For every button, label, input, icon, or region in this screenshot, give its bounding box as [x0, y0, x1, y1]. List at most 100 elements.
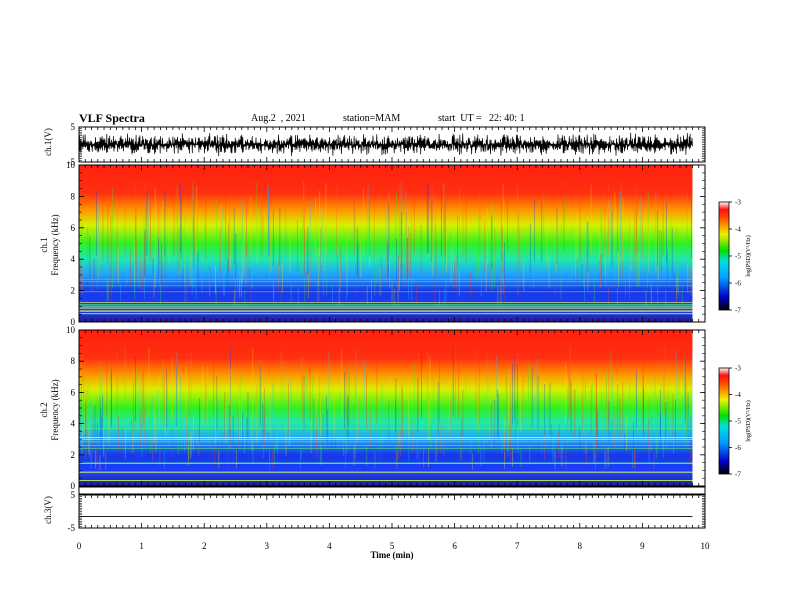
ch2-colorbar: -3 -4 -5 -6 -7 log(PSD)(V²/Hz) — [718, 365, 752, 479]
ch1-spectrogram-streak-265 — [369, 187, 370, 255]
ch1-spectrogram-streak-392 — [297, 219, 298, 271]
ch1-spectrogram-streak-238 — [457, 216, 458, 270]
start-ut-label: start UT = 22: 40: 1 — [438, 113, 525, 124]
ch1-spectrogram-streak-318 — [150, 199, 151, 261]
ch2-spectrogram-panel: 0 2 4 6 8 10 — [66, 325, 706, 491]
ch1-spectrogram-streak-378 — [326, 271, 328, 297]
ch1-spectrogram-streak-41 — [655, 218, 657, 271]
ch1-spectrogram-streak-131 — [278, 258, 279, 291]
ch1-spectrogram-streak-54 — [221, 208, 223, 265]
ch1-spectrogram-streak-340 — [385, 210, 387, 267]
ch1-spectrogram-streak-334 — [635, 204, 637, 264]
ch2-spectrogram-streak-65 — [653, 452, 655, 469]
x-tick-label-3: 3 — [265, 541, 270, 551]
ch2-spectrogram-streak-268 — [214, 445, 215, 466]
ch2-spectrogram-streak-402 — [276, 413, 277, 450]
ch1-spectrogram-streak-227 — [336, 254, 338, 289]
ch1-spectrogram-streak-190 — [373, 201, 375, 262]
ch2-spectrogram-streak-112 — [642, 375, 644, 431]
ch1-spectrogram-streak-259 — [246, 245, 248, 284]
ch2-spectrogram-streak-175 — [353, 445, 355, 466]
ch2-spectrogram-streak-117 — [106, 348, 108, 418]
ch1-spectrogram-streak-417 — [215, 265, 216, 294]
ch1-colorbar: -3 -4 -5 -6 -7 log(PSD)(V²/Hz) — [718, 199, 752, 315]
ch1-spectrogram-streak-81 — [233, 242, 235, 282]
ch1-spectrogram-streak-356 — [582, 248, 584, 286]
ch2-spectrogram-streak-92 — [85, 431, 87, 459]
ch2-spectrogram-streak-298 — [684, 358, 686, 423]
ch1-spectrogram-streak-52 — [408, 226, 409, 274]
x-tick-label-2: 2 — [202, 541, 207, 551]
ch1-spectrogram-streak-142 — [233, 207, 235, 265]
ch2-spectrogram-streak-358 — [592, 382, 594, 435]
ch2-spectrogram-streak-170 — [215, 401, 217, 444]
ch2-spectrogram-streak-362 — [88, 429, 90, 458]
ch1-spectrogram-streak-219 — [581, 263, 583, 293]
ch2-spectrogram-streak-147 — [515, 401, 516, 444]
ch2-spectrogram-streak-285 — [691, 439, 693, 463]
ch1-spectrogram-streak-168 — [134, 276, 136, 300]
ch1-spectrogram-streak-115 — [245, 247, 247, 285]
ch1-spectrogram-streak-294 — [458, 271, 460, 297]
ch2-spectrogram-streak-364 — [579, 426, 581, 457]
ch2-spectrogram-streak-417 — [675, 399, 676, 443]
ch2-spectrogram-streak-411 — [567, 388, 568, 437]
ch2-spectrogram-streak-392 — [606, 446, 608, 467]
x-tick-label-5: 5 — [390, 541, 395, 551]
ch2-spectrogram-streak-215 — [471, 453, 473, 470]
ch1-spectrogram-streak-382 — [153, 272, 155, 298]
ch1-spectrogram-streak-412 — [431, 230, 433, 277]
ch1-spectrogram-streak-281 — [399, 258, 400, 291]
ch1-spectrogram-streak-272 — [416, 284, 417, 304]
ch2-spectrogram-streak-393 — [141, 428, 143, 457]
ch1-waveform-ytick-label-0: 5 — [71, 122, 76, 132]
ch2-spectrogram-streak-63 — [642, 354, 644, 421]
ch1-spectrogram-streak-331 — [410, 233, 411, 278]
ch2-spectrogram-streak-154 — [517, 409, 518, 448]
ch2-spectrogram-streak-155 — [608, 365, 609, 426]
ch2-spectrogram-streak-150 — [328, 351, 330, 419]
ch2-spectrogram-streak-43 — [339, 392, 341, 440]
ch1-spectrogram-ytick-label-0: 0 — [71, 317, 76, 327]
ch1-spectrogram-streak-235 — [491, 204, 493, 264]
ch2-spectrogram-streak-222 — [264, 387, 265, 437]
ch2-spectrogram-streak-108 — [573, 387, 575, 437]
ch2-spectrogram-streak-3 — [320, 453, 322, 470]
ch1-spectrogram-streak-337 — [307, 227, 309, 275]
ch2-spectrogram-streak-169 — [374, 450, 376, 469]
ch1-spectrogram-streak-72 — [182, 226, 184, 275]
ch1-spectrogram-streak-248 — [491, 257, 493, 290]
ch2-spectrogram-streak-398 — [85, 389, 87, 438]
ch2-spectrogram-streak-83 — [379, 446, 381, 467]
ch1-spectrogram-streak-117 — [192, 253, 194, 288]
ch2-spectrogram-streak-247 — [509, 378, 511, 433]
ch1-spectrogram-streak-217 — [289, 223, 291, 273]
ch1-spectrogram-streak-82 — [119, 284, 121, 304]
ch1-spectrogram-streak-269 — [502, 227, 503, 275]
ch1-spectrogram-streak-304 — [399, 185, 401, 254]
ch1-spectrogram-ylabel: Frequency (kHz) — [50, 214, 60, 275]
ch1-spectrogram-streak-229 — [441, 190, 442, 257]
ch1-spectrogram-streak-125 — [325, 183, 327, 253]
ch2-spectrogram-streak-290 — [166, 369, 168, 428]
ch2-spectrogram-streak-159 — [188, 353, 190, 420]
ch1-spectrogram-streak-296 — [229, 189, 231, 256]
ch1-spectrogram-streak-25 — [374, 270, 376, 297]
ch1-spectrogram-streak-89 — [406, 238, 408, 280]
ch2-spectrogram-streak-29 — [462, 390, 464, 438]
ch2-spectrogram-streak-370 — [460, 433, 462, 460]
ch1-spectrogram-streak-255 — [158, 237, 159, 280]
ch1-spectrogram-streak-116 — [399, 232, 401, 278]
ch1-colorbar-tick-label-0: -3 — [735, 199, 741, 207]
ch2-spectrogram-streak-339 — [624, 451, 626, 469]
ch1-spectrogram-streak-97 — [687, 263, 689, 293]
ch1-spectrogram-streak-333 — [402, 242, 404, 283]
ch2-spectrogram-streak-22 — [508, 422, 510, 455]
ch2-spectrogram-streak-142 — [412, 420, 414, 454]
ch2-spectrogram-streak-353 — [662, 414, 664, 450]
ch1-spectrogram-streak-315 — [110, 284, 112, 304]
ch2-spectrogram-streak-208 — [494, 399, 496, 443]
ch2-spectrogram-streak-156 — [99, 454, 101, 471]
ch2-spectrogram-streak-228 — [413, 362, 415, 425]
ch1-spectrogram-streak-126 — [575, 233, 577, 278]
